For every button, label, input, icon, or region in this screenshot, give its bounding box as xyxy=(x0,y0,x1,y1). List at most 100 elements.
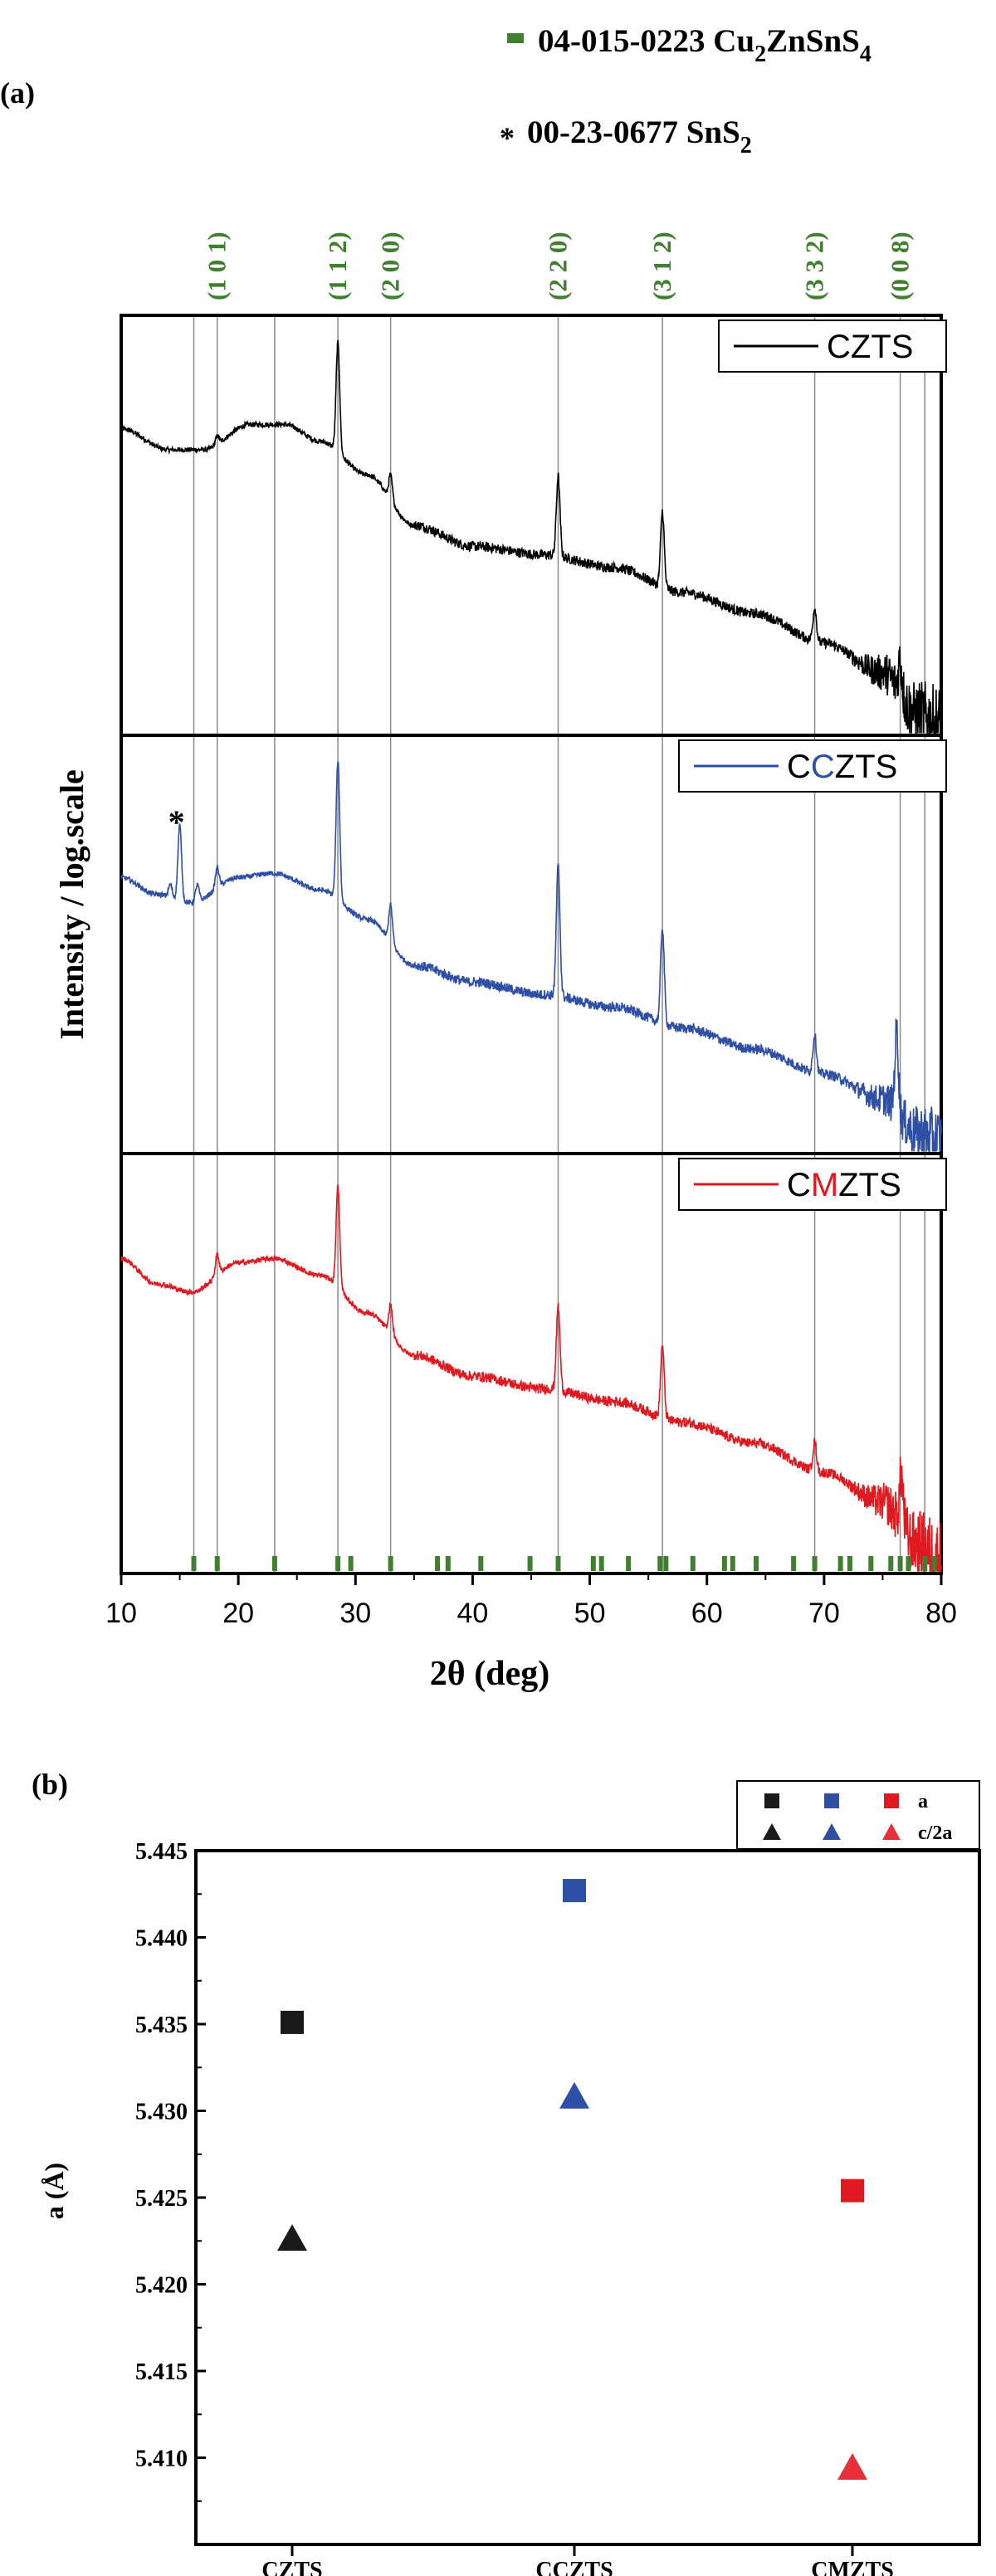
point-c2a xyxy=(559,2081,589,2109)
x-tick-label: 10 xyxy=(105,1598,137,1629)
subpanel-cczts: CCZTS * xyxy=(120,734,947,1155)
jcpds-sns2-marker: * xyxy=(500,121,515,154)
series-legend-label: CMZTS xyxy=(787,1167,901,1203)
jcpds-tick xyxy=(527,1556,533,1571)
pattern-subpanels: CZTS CCZTS * CMZTS xyxy=(120,314,947,1575)
panel-b-label: (b) xyxy=(32,1768,68,1801)
hkl-label: (3 3 2) xyxy=(800,232,829,300)
x-tick-label-b: CCZTS xyxy=(535,2558,613,2576)
subpanel-frame xyxy=(120,1152,943,1575)
jcpds-tick xyxy=(657,1556,663,1571)
reference-lines xyxy=(193,315,925,1573)
legend-b-triangle xyxy=(763,1823,781,1840)
legend-b-square xyxy=(884,1793,899,1808)
jcpds-tick xyxy=(271,1556,277,1571)
y-axis-b: 5.410 5.415 5.420 5.425 5.430 5.435 5.440 5.445 xyxy=(135,1839,206,2502)
xrd-pattern-czts xyxy=(120,339,942,734)
x-tick-label: 60 xyxy=(691,1598,723,1629)
x-tick-label: 30 xyxy=(339,1598,371,1629)
jcpds-tick xyxy=(721,1556,727,1571)
subpanel-cmzts: CMZTS xyxy=(120,1152,947,1575)
jcpds-tick xyxy=(888,1556,894,1571)
series-legend-box xyxy=(718,320,947,373)
jcpds-tick xyxy=(906,1556,911,1571)
y-tick-label-b: 5.420 xyxy=(135,2273,188,2299)
x-tick-label-b: CZTS xyxy=(261,2558,322,2576)
legend-b: a c/2a xyxy=(736,1780,980,1850)
x-tick-label: 70 xyxy=(808,1598,840,1629)
x-axis: 10 20 30 40 50 60 70 80 xyxy=(105,1573,957,1629)
point-a xyxy=(281,2010,304,2034)
y-tick-label-b: 5.440 xyxy=(135,1926,188,1952)
jcpds-tick xyxy=(847,1556,852,1571)
y-tick-label-b: 5.425 xyxy=(135,2186,188,2212)
point-a xyxy=(563,1879,586,1903)
lattice-points xyxy=(277,1879,867,2481)
jcpds-tick xyxy=(348,1556,354,1571)
xrd-pattern-cczts xyxy=(120,761,942,1153)
jcpds-tick xyxy=(214,1556,220,1571)
jcpds-tick xyxy=(335,1556,341,1571)
hkl-label: (2 2 0) xyxy=(543,232,572,300)
hkl-label: (0 0 8) xyxy=(886,232,915,300)
jcpds-tick xyxy=(791,1556,797,1571)
jcpds-tick xyxy=(598,1556,604,1571)
series-legend-label: CZTS xyxy=(827,329,913,365)
legend-b-triangle xyxy=(882,1823,901,1840)
point-c2a xyxy=(837,2453,867,2481)
xrd-pattern-cmzts xyxy=(120,1184,942,1573)
jcpds-tick xyxy=(897,1556,903,1571)
x-axis-label: 2θ (deg) xyxy=(430,1655,549,1693)
series-legend-label: CCZTS xyxy=(787,749,897,785)
sns2-peak-marker: * xyxy=(168,803,185,841)
jcpds-tick xyxy=(590,1556,596,1571)
hkl-label: (1 1 2) xyxy=(323,232,352,300)
x-tick-label: 50 xyxy=(574,1598,606,1629)
point-c2a xyxy=(277,2224,307,2252)
x-tick-label: 40 xyxy=(457,1598,489,1629)
y-tick-label-b: 5.415 xyxy=(135,2359,188,2385)
jcpds-tick xyxy=(191,1556,197,1571)
jcpds-tick xyxy=(690,1556,696,1571)
y-tick-label-b: 5.410 xyxy=(135,2447,188,2472)
jcpds-tick xyxy=(478,1556,484,1571)
jcpds-tick xyxy=(388,1556,393,1571)
hkl-label: (3 1 2) xyxy=(647,232,676,300)
jcpds-marker-bar xyxy=(507,33,524,43)
reference-ticks xyxy=(191,1556,937,1571)
hkl-labels: (1 0 1) (1 1 2) (2 0 0) (2 2 0) (3 1 2) (3 3 … xyxy=(203,232,915,300)
jcpds-tick xyxy=(663,1556,669,1571)
top-legend: 04-015-0223 Cu2ZnSnS4 * 00-23-0677 SnS2 xyxy=(500,23,872,159)
xrd-panel: (a) 04-015-0223 Cu2ZnSnS4 * 00-23-0677 S… xyxy=(0,23,957,1693)
y-tick-label-b: 5.430 xyxy=(135,2100,188,2125)
legend-b-square xyxy=(764,1793,779,1808)
y-axis-label: Intensity / log.scale xyxy=(53,769,90,1040)
y-axis-label-b: a (Å) xyxy=(39,2163,69,2219)
jcpds-tick xyxy=(555,1556,561,1571)
x-tick-label-b: CMZTS xyxy=(811,2558,894,2576)
legend-b-label: a xyxy=(918,1791,928,1812)
jcpds-tick xyxy=(626,1556,632,1571)
jcpds-tick xyxy=(868,1556,874,1571)
x-tick-label: 80 xyxy=(925,1598,957,1629)
y-tick-label-b: 5.445 xyxy=(135,1839,188,1865)
subpanel-frame xyxy=(120,734,943,1155)
legend-b-square xyxy=(824,1793,839,1808)
x-tick-label: 20 xyxy=(222,1598,254,1629)
hkl-label: (2 0 0) xyxy=(376,232,405,300)
lattice-panel: (b) 5.4105.4155.4205.4255.4305.4355.4405… xyxy=(32,1768,981,2576)
jcpds-tick xyxy=(812,1556,818,1571)
y-tick-label-b: 5.435 xyxy=(135,2013,188,2038)
point-a xyxy=(841,2178,864,2203)
subpanel-czts: CZTS xyxy=(120,314,947,737)
hkl-label: (1 0 1) xyxy=(203,232,232,300)
x-axis-b: CZTS CCZTS CMZTS xyxy=(261,2544,894,2576)
subpanel-frame xyxy=(120,314,943,737)
legend-b-triangle xyxy=(823,1823,841,1840)
panel-a-label: (a) xyxy=(0,76,35,110)
jcpds-tick xyxy=(730,1556,735,1571)
jcpds-tick xyxy=(753,1556,759,1571)
jcpds-cztsd-label: 04-015-0223 Cu2ZnSnS4 xyxy=(538,23,872,67)
jcpds-tick xyxy=(445,1556,451,1571)
